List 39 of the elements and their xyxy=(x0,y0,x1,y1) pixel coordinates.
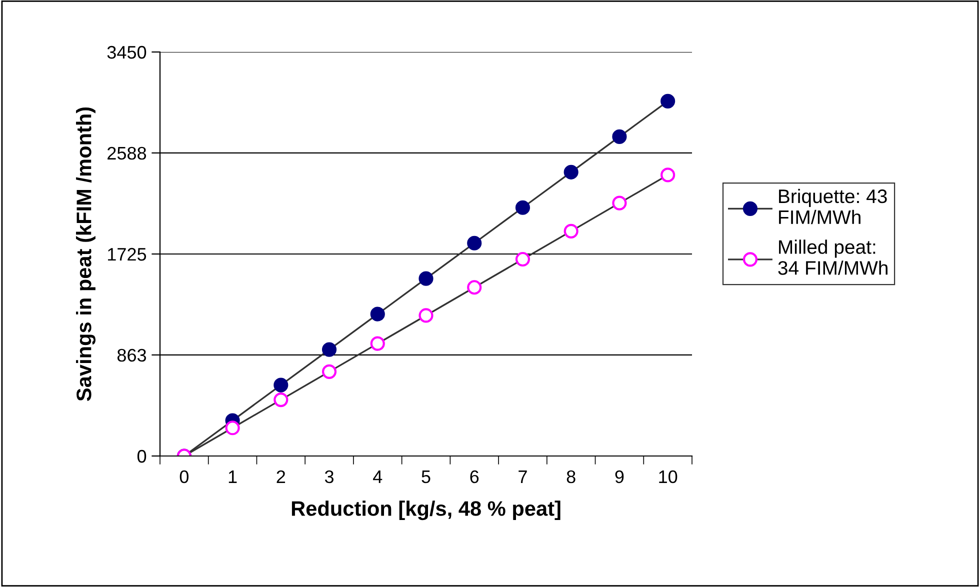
point xyxy=(564,164,578,180)
point xyxy=(612,129,627,144)
point xyxy=(660,168,676,182)
point xyxy=(225,420,240,436)
point xyxy=(274,392,288,408)
point xyxy=(515,252,530,267)
point xyxy=(274,378,288,392)
y-tick-label: 863 xyxy=(117,348,146,362)
point xyxy=(418,271,434,286)
point xyxy=(467,280,482,295)
x-tick-label: 4 xyxy=(373,470,382,483)
point xyxy=(370,336,385,351)
x-tick-label: 6 xyxy=(470,470,479,484)
x-tick-label: 3 xyxy=(324,470,334,484)
point xyxy=(370,306,385,322)
point xyxy=(612,196,627,210)
x-tick-label: 0 xyxy=(180,470,188,484)
x-tick-label: 2 xyxy=(276,470,286,483)
x-tick-label: 10 xyxy=(659,470,678,484)
y-tick-label: 2588 xyxy=(108,146,146,160)
point xyxy=(467,236,482,250)
point xyxy=(322,342,337,357)
x-axis-title: Reduction [kg/s, 48 % peat] xyxy=(292,500,560,520)
point xyxy=(515,200,530,215)
x-tick-label: 5 xyxy=(422,470,430,484)
x-tick-label: 1 xyxy=(228,470,237,483)
point xyxy=(660,94,676,108)
legend-label: Briquette: 43 FIM/MWh xyxy=(779,188,887,224)
y-axis-title: Savings in peat (kFIM /month) xyxy=(76,107,96,401)
legend-label: Milled peat: 34 FIM/MWh xyxy=(778,240,888,275)
x-tick-label: 8 xyxy=(566,470,576,484)
point xyxy=(418,308,434,323)
point xyxy=(322,364,337,379)
x-tick-label: 7 xyxy=(518,470,527,483)
y-tick-label: 0 xyxy=(137,450,146,463)
point xyxy=(564,224,578,238)
x-tick-label: 9 xyxy=(615,470,624,484)
y-tick-label: 1725 xyxy=(108,248,146,261)
y-tick-label: 3450 xyxy=(107,46,146,59)
